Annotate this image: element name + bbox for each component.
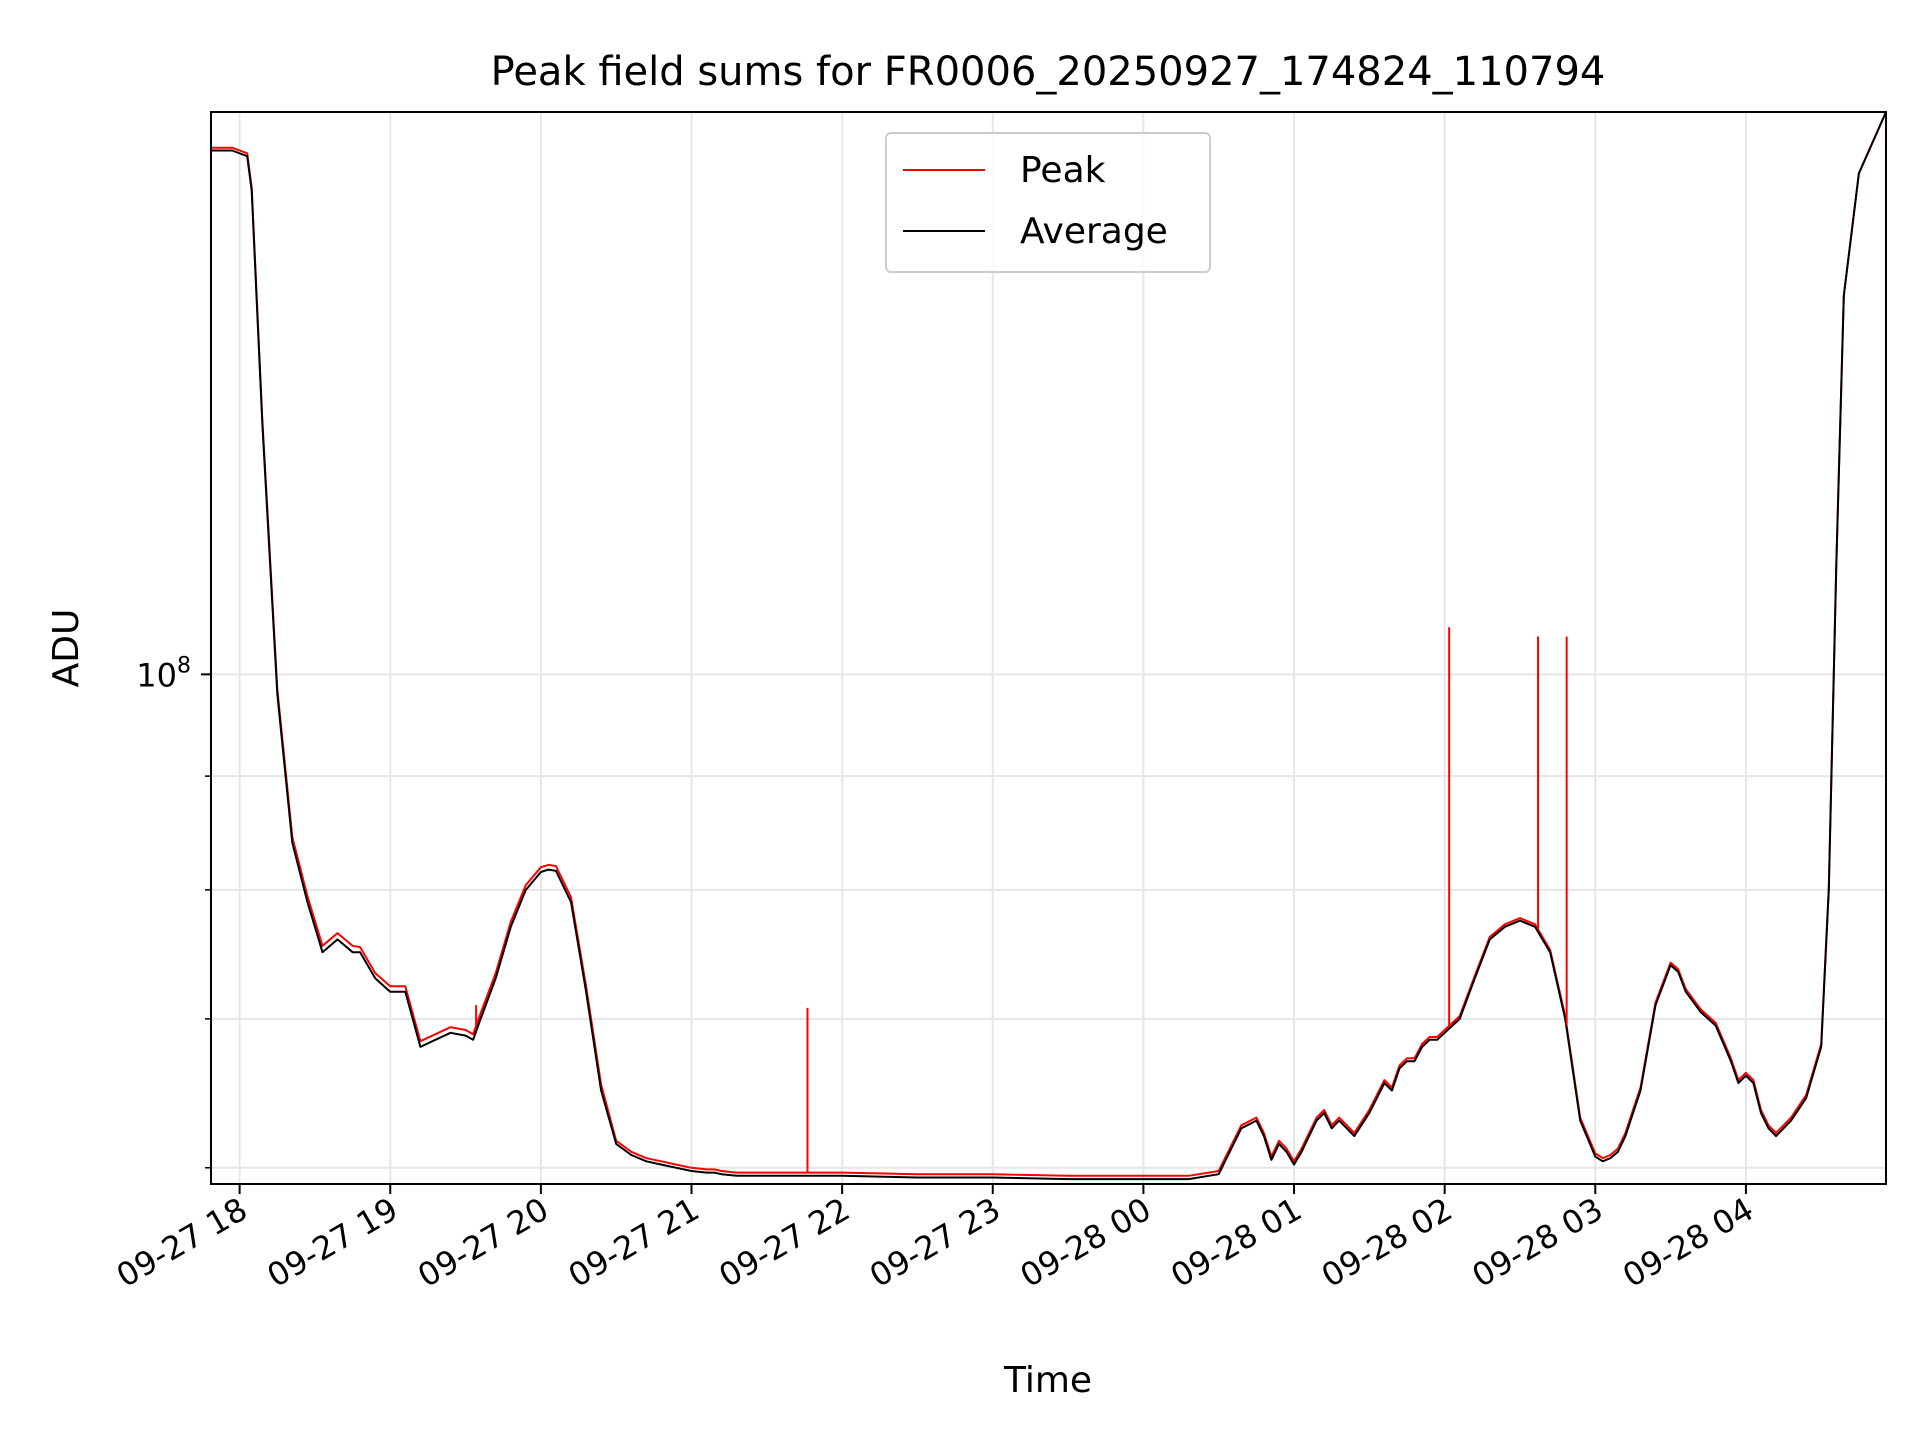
series-line-peak	[211, 111, 1887, 1177]
plot-frame	[210, 111, 1887, 1185]
y-tick-label: 108	[136, 653, 191, 694]
legend-average-label: Average	[1020, 211, 1168, 252]
legend-peak-label: Peak	[1020, 150, 1106, 191]
series-layer	[211, 111, 1887, 1181]
legend: Peak Average	[885, 132, 1211, 273]
chart-title: Peak field sums for FR0006_20250927_1748…	[491, 49, 1606, 95]
series-line-average	[211, 111, 1887, 1181]
legend-box	[885, 132, 1211, 273]
y-axis-label: ADU	[46, 609, 87, 688]
y-axis-ticks: 108	[136, 653, 211, 1169]
x-axis-label: Time	[1003, 1360, 1092, 1401]
grid	[211, 112, 1886, 1184]
